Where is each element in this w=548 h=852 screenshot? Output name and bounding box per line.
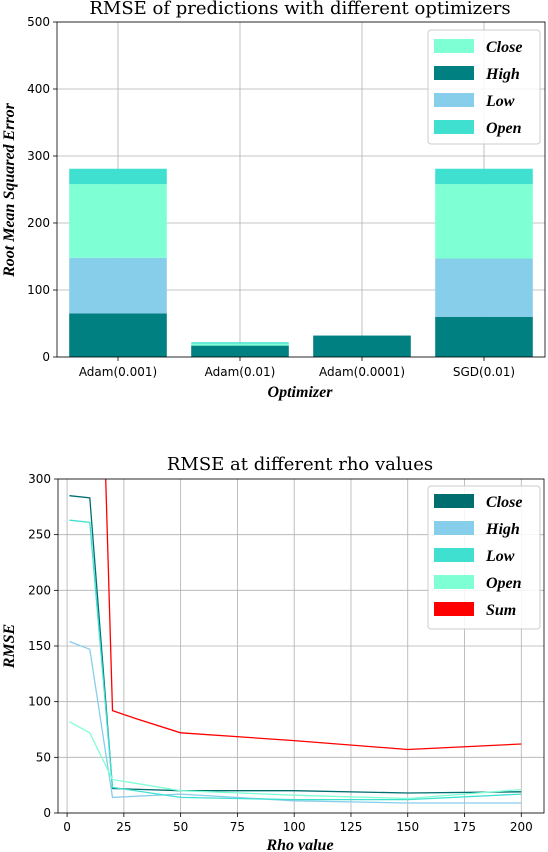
chart2-xtick-label-1: 25 (116, 820, 131, 834)
line-high (69, 640, 522, 804)
chart2-xtick-label-5: 125 (340, 820, 363, 834)
chart2-legend: Close High Low Open Sum (427, 485, 541, 630)
chart1-legend-label-low: Low (485, 93, 515, 110)
chart2-series-group (69, 479, 522, 804)
bar-close-1 (191, 343, 289, 346)
chart1-xtick-label-1: Adam(0.01) (205, 365, 276, 379)
line-chart-rho: RMSE at different rho values 0 50 100 150 20… (1, 454, 545, 852)
chart2-ytick-label-1: 50 (36, 750, 51, 764)
chart1-x-ticks: Adam(0.001) Adam(0.01) Adam(0.0001) SGD(0.0… (79, 357, 515, 379)
chart2-legend-label-low: Low (485, 548, 515, 565)
chart1-legend-swatch-close (434, 39, 474, 53)
chart2-ytick-label-0: 0 (43, 806, 51, 820)
chart1-legend-label-close: Close (486, 39, 522, 56)
bar-close-0 (69, 184, 167, 258)
line-sum (105, 479, 522, 751)
bar-high-3 (435, 316, 533, 357)
chart2-ytick-label-4: 200 (28, 583, 51, 597)
chart1-bars (69, 168, 533, 357)
chart2-legend-label-open: Open (486, 575, 522, 592)
bar-open-0 (69, 168, 167, 185)
chart2-ytick-label-3: 150 (28, 639, 51, 653)
chart1-legend-swatch-low (434, 93, 474, 107)
chart2-x-ticks: 0 25 50 75 100 125 150 175 200 (63, 813, 533, 834)
chart1-y-axis-label: Root Mean Squared Error (1, 102, 18, 278)
chart1-ytick-label-1: 100 (27, 283, 50, 297)
chart2-ytick-label-6: 300 (28, 472, 51, 486)
chart1-x-axis-label: Optimizer (268, 384, 334, 401)
chart2-x-axis-label: Rho value (265, 837, 333, 852)
bar-high-1 (191, 345, 289, 357)
chart2-legend-swatch-close (434, 494, 474, 508)
chart2-ytick-label-2: 100 (28, 695, 51, 709)
chart2-lines (69, 479, 522, 804)
chart1-xtick-label-2: Adam(0.0001) (319, 365, 405, 379)
chart2-xtick-label-3: 75 (230, 820, 245, 834)
chart2-xtick-label-8: 200 (510, 820, 533, 834)
bar-low-3 (435, 258, 533, 317)
chart2-xtick-label-4: 100 (283, 820, 306, 834)
chart2-xtick-label-0: 0 (63, 820, 71, 834)
chart2-y-ticks: 0 50 100 150 200 250 300 (28, 472, 58, 820)
chart1-legend-box (427, 29, 541, 145)
chart2-xtick-label-7: 175 (453, 820, 476, 834)
chart2-legend-swatch-open (434, 575, 474, 589)
chart2-legend-swatch-high (434, 521, 474, 535)
bar-open-3 (435, 168, 533, 185)
chart1-xtick-label-3: SGD(0.01) (453, 365, 515, 379)
chart1-title: RMSE of predictions with different optim… (89, 0, 510, 19)
chart1-plot-frame (56, 21, 546, 358)
chart1-legend: Close High Low Open (427, 29, 541, 145)
chart2-xtick-label-2: 50 (173, 820, 188, 834)
chart1-legend-swatch-open (434, 120, 474, 134)
bar-chart-optimizers: RMSE of predictions with different optim… (1, 0, 546, 401)
chart1-legend-swatch-high (434, 66, 474, 80)
chart2-xtick-label-6: 150 (396, 820, 419, 834)
chart1-ytick-label-4: 400 (27, 82, 50, 96)
line-open (69, 721, 522, 800)
line-low (69, 519, 522, 801)
bar-high-0 (69, 313, 167, 357)
chart2-legend-label-close: Close (486, 494, 522, 511)
chart1-ytick-label-0: 0 (42, 350, 50, 364)
bar-low-0 (69, 257, 167, 314)
chart1-legend-label-open: Open (486, 120, 522, 137)
chart2-legend-swatch-low (434, 548, 474, 562)
chart2-ytick-label-5: 250 (28, 528, 51, 542)
chart2-y-axis-label: RMSE (1, 624, 18, 669)
chart1-ytick-label-2: 200 (27, 216, 50, 230)
bar-high-2 (313, 335, 411, 357)
bar-open-1 (191, 342, 289, 344)
bar-close-3 (435, 184, 533, 259)
chart1-ytick-label-3: 300 (27, 149, 50, 163)
chart1-xtick-label-0: Adam(0.001) (79, 365, 157, 379)
chart2-legend-swatch-sum (434, 602, 474, 616)
chart2-legend-label-high: High (485, 521, 520, 538)
chart2-title: RMSE at different rho values (167, 454, 433, 475)
chart1-legend-label-high: High (485, 66, 520, 83)
chart1-ytick-label-5: 500 (27, 15, 50, 29)
chart1-y-ticks: 0 100 200 300 400 500 (27, 15, 57, 364)
chart2-legend-label-sum: Sum (486, 602, 516, 619)
